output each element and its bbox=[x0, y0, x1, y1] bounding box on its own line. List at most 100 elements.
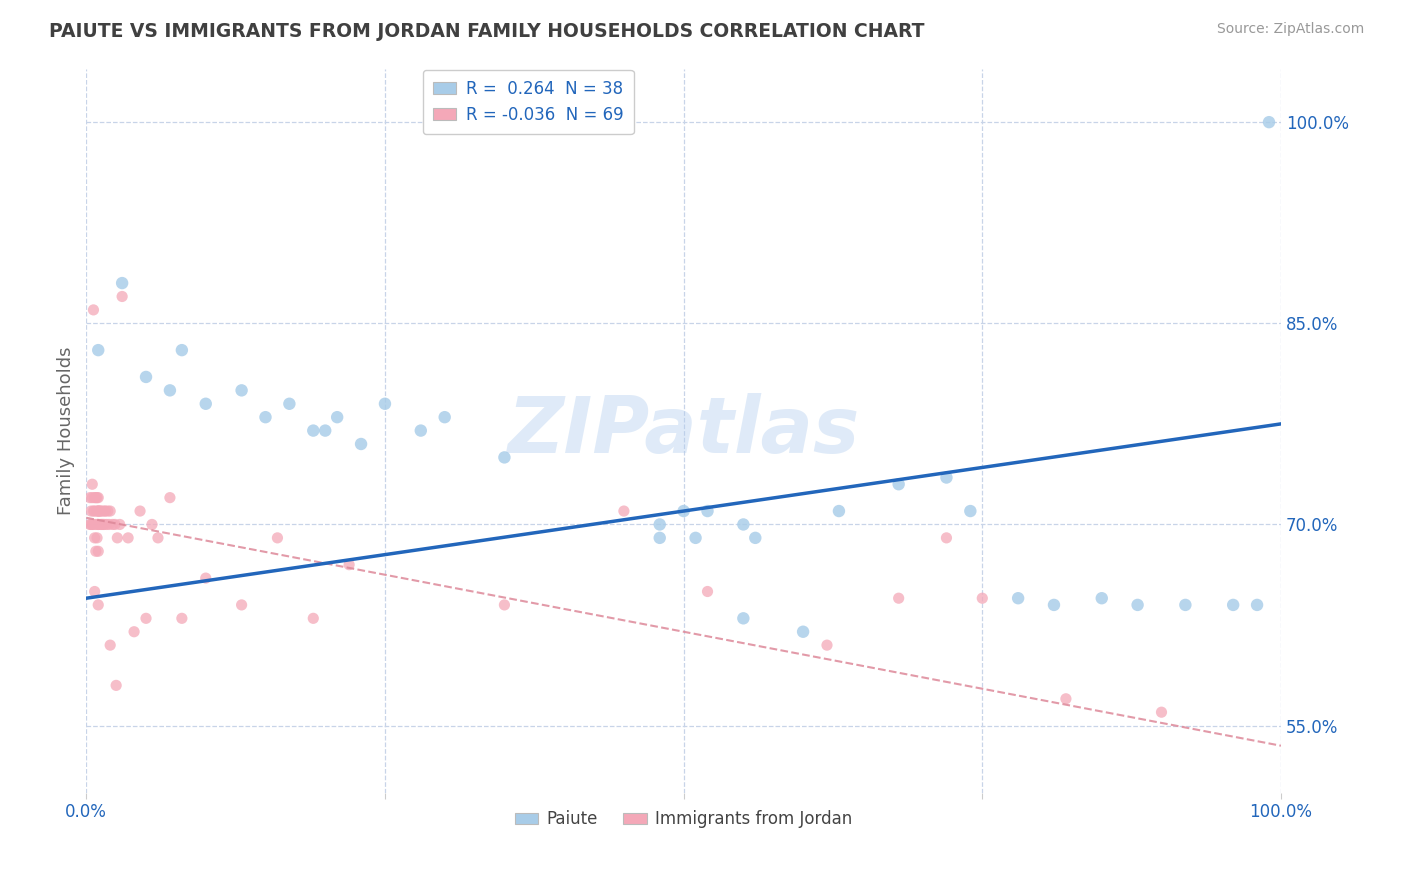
Point bbox=[90, 504, 112, 518]
Point bbox=[302, 424, 325, 438]
Point bbox=[129, 504, 152, 518]
Point bbox=[374, 397, 396, 411]
Point bbox=[1126, 598, 1149, 612]
Point bbox=[96, 517, 118, 532]
Point bbox=[82, 517, 104, 532]
Y-axis label: Family Households: Family Households bbox=[58, 346, 75, 515]
Point bbox=[87, 504, 110, 518]
Point bbox=[696, 504, 718, 518]
Point bbox=[935, 531, 957, 545]
Point bbox=[254, 410, 277, 425]
Point bbox=[159, 491, 181, 505]
Point bbox=[87, 517, 110, 532]
Point bbox=[82, 504, 104, 518]
Point bbox=[86, 531, 108, 545]
Point bbox=[266, 531, 288, 545]
Point bbox=[685, 531, 707, 545]
Point bbox=[83, 491, 105, 505]
Point bbox=[350, 437, 373, 451]
Point bbox=[194, 571, 217, 585]
Point bbox=[828, 504, 851, 518]
Point bbox=[79, 491, 101, 505]
Point bbox=[1150, 705, 1173, 719]
Point bbox=[696, 584, 718, 599]
Point bbox=[792, 624, 814, 639]
Point bbox=[194, 397, 217, 411]
Text: PAIUTE VS IMMIGRANTS FROM JORDAN FAMILY HOUSEHOLDS CORRELATION CHART: PAIUTE VS IMMIGRANTS FROM JORDAN FAMILY … bbox=[49, 22, 925, 41]
Point bbox=[1043, 598, 1066, 612]
Point bbox=[314, 424, 336, 438]
Point bbox=[231, 598, 253, 612]
Point bbox=[1054, 691, 1077, 706]
Point bbox=[815, 638, 838, 652]
Legend: Paiute, Immigrants from Jordan: Paiute, Immigrants from Jordan bbox=[509, 804, 859, 835]
Point bbox=[82, 477, 104, 491]
Point bbox=[87, 598, 110, 612]
Point bbox=[170, 611, 193, 625]
Point bbox=[80, 517, 103, 532]
Point bbox=[744, 531, 766, 545]
Point bbox=[135, 611, 157, 625]
Point bbox=[90, 517, 112, 532]
Point bbox=[302, 611, 325, 625]
Point bbox=[79, 517, 101, 532]
Point bbox=[135, 370, 157, 384]
Point bbox=[90, 517, 112, 532]
Point bbox=[82, 302, 104, 317]
Point bbox=[433, 410, 456, 425]
Point bbox=[494, 450, 516, 465]
Point bbox=[82, 517, 104, 532]
Point bbox=[1246, 598, 1268, 612]
Point bbox=[146, 531, 169, 545]
Point bbox=[111, 289, 134, 303]
Point bbox=[83, 531, 105, 545]
Point bbox=[98, 638, 121, 652]
Point bbox=[231, 384, 253, 398]
Point bbox=[959, 504, 981, 518]
Point bbox=[409, 424, 432, 438]
Point bbox=[108, 517, 131, 532]
Point bbox=[613, 504, 636, 518]
Point bbox=[84, 544, 107, 558]
Point bbox=[117, 531, 139, 545]
Point bbox=[887, 477, 910, 491]
Point bbox=[494, 598, 516, 612]
Point bbox=[86, 491, 108, 505]
Point bbox=[98, 504, 121, 518]
Point bbox=[98, 517, 121, 532]
Point bbox=[887, 591, 910, 606]
Point bbox=[1222, 598, 1244, 612]
Point bbox=[672, 504, 695, 518]
Point bbox=[82, 491, 104, 505]
Point bbox=[91, 517, 114, 532]
Point bbox=[935, 470, 957, 484]
Point bbox=[86, 504, 108, 518]
Point bbox=[94, 504, 117, 518]
Point bbox=[97, 504, 120, 518]
Point bbox=[337, 558, 360, 572]
Point bbox=[90, 504, 112, 518]
Text: ZIPatlas: ZIPatlas bbox=[508, 392, 859, 468]
Point bbox=[84, 517, 107, 532]
Point bbox=[111, 276, 134, 290]
Point bbox=[278, 397, 301, 411]
Point bbox=[1174, 598, 1197, 612]
Point bbox=[87, 544, 110, 558]
Point bbox=[105, 678, 128, 692]
Point bbox=[89, 504, 111, 518]
Point bbox=[972, 591, 994, 606]
Text: Source: ZipAtlas.com: Source: ZipAtlas.com bbox=[1216, 22, 1364, 37]
Point bbox=[83, 584, 105, 599]
Point bbox=[87, 517, 110, 532]
Point bbox=[1091, 591, 1114, 606]
Point bbox=[170, 343, 193, 358]
Point bbox=[87, 504, 110, 518]
Point bbox=[733, 517, 755, 532]
Point bbox=[648, 531, 671, 545]
Point bbox=[93, 504, 115, 518]
Point bbox=[1258, 115, 1281, 129]
Point bbox=[159, 384, 181, 398]
Point bbox=[87, 343, 110, 358]
Point bbox=[93, 517, 115, 532]
Point bbox=[733, 611, 755, 625]
